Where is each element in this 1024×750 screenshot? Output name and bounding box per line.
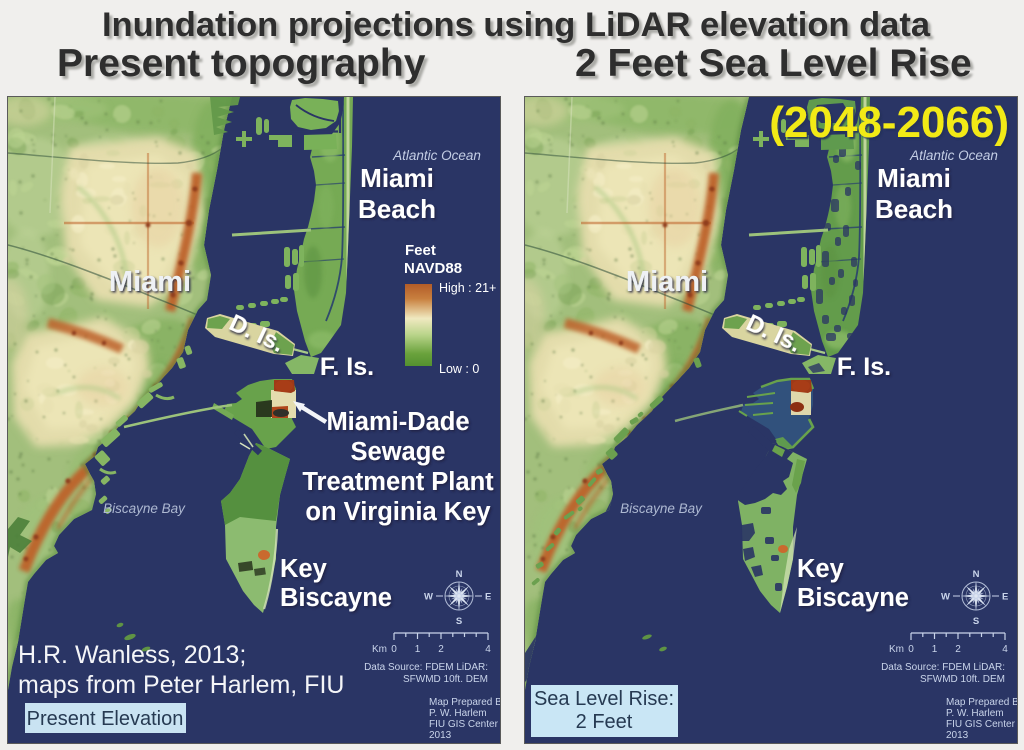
svg-text:Biscayne: Biscayne (280, 584, 392, 612)
svg-text:High : 21+: High : 21+ (439, 281, 496, 295)
svg-text:W: W (941, 592, 950, 603)
svg-text:NAVD88: NAVD88 (404, 260, 462, 277)
svg-text:2013: 2013 (946, 730, 969, 741)
svg-text:Key: Key (280, 555, 328, 583)
svg-text:Sea Level Rise:: Sea Level Rise: (534, 688, 674, 710)
svg-text:Miami-Dade: Miami-Dade (326, 408, 469, 436)
svg-text:Biscayne: Biscayne (797, 584, 909, 612)
svg-text:Biscayne Bay: Biscayne Bay (103, 501, 186, 516)
svg-text:N: N (456, 569, 463, 580)
svg-text:Low : 0: Low : 0 (439, 362, 479, 376)
svg-text:1: 1 (932, 644, 938, 655)
svg-text:SFWMD 10ft. DEM: SFWMD 10ft. DEM (920, 674, 1005, 685)
svg-text:F. Is.: F. Is. (320, 353, 374, 381)
svg-text:N: N (973, 569, 980, 580)
svg-text:Data Source: FDEM LiDAR:: Data Source: FDEM LiDAR: (881, 662, 1005, 673)
svg-text:Miami: Miami (109, 266, 191, 298)
svg-text:Biscayne Bay: Biscayne Bay (620, 501, 703, 516)
svg-text:Key: Key (797, 555, 845, 583)
svg-text:Treatment Plant: Treatment Plant (302, 468, 494, 496)
svg-text:4: 4 (1002, 644, 1008, 655)
svg-text:Miami: Miami (877, 163, 951, 193)
svg-text:(2048-2066): (2048-2066) (769, 98, 1009, 147)
svg-text:E: E (1002, 592, 1008, 603)
svg-text:FIU GIS Center: FIU GIS Center (946, 719, 1016, 730)
svg-text:2013: 2013 (429, 730, 452, 741)
svg-text:S: S (973, 616, 979, 627)
svg-text:4: 4 (485, 644, 491, 655)
svg-text:Present Elevation: Present Elevation (27, 708, 184, 730)
svg-text:P. W. Harlem: P. W. Harlem (429, 708, 487, 719)
svg-text:S: S (456, 616, 462, 627)
svg-text:Miami: Miami (626, 266, 708, 298)
svg-text:2 Feet: 2 Feet (576, 711, 633, 733)
svg-text:E: E (485, 592, 491, 603)
svg-text:2: 2 (438, 644, 444, 655)
svg-text:0: 0 (391, 644, 397, 655)
svg-text:0: 0 (908, 644, 914, 655)
svg-text:F. Is.: F. Is. (837, 353, 891, 381)
svg-text:Data Source: FDEM LiDAR:: Data Source: FDEM LiDAR: (364, 662, 488, 673)
svg-text:SFWMD 10ft. DEM: SFWMD 10ft. DEM (403, 674, 488, 685)
svg-text:Atlantic Ocean: Atlantic Ocean (392, 148, 481, 163)
svg-text:Km: Km (372, 644, 387, 655)
svg-text:Atlantic Ocean: Atlantic Ocean (909, 148, 998, 163)
svg-text:on Virginia Key: on Virginia Key (305, 498, 491, 526)
svg-text:Miami: Miami (360, 163, 434, 193)
svg-text:Beach: Beach (358, 194, 436, 224)
svg-text:Map Prepared By:: Map Prepared By: (946, 697, 1017, 708)
svg-text:W: W (424, 592, 433, 603)
svg-text:Map Prepared By:: Map Prepared By: (429, 697, 500, 708)
svg-text:2: 2 (955, 644, 961, 655)
svg-text:P. W. Harlem: P. W. Harlem (946, 708, 1004, 719)
svg-text:Km: Km (889, 644, 904, 655)
svg-text:maps from Peter Harlem, FIU: maps from Peter Harlem, FIU (18, 671, 344, 699)
svg-text:Beach: Beach (875, 194, 953, 224)
svg-text:Feet: Feet (405, 242, 436, 259)
svg-text:FIU GIS Center: FIU GIS Center (429, 719, 499, 730)
svg-text:1: 1 (415, 644, 421, 655)
svg-text:H.R. Wanless, 2013;: H.R. Wanless, 2013; (18, 641, 246, 669)
svg-text:Sewage: Sewage (351, 438, 446, 466)
